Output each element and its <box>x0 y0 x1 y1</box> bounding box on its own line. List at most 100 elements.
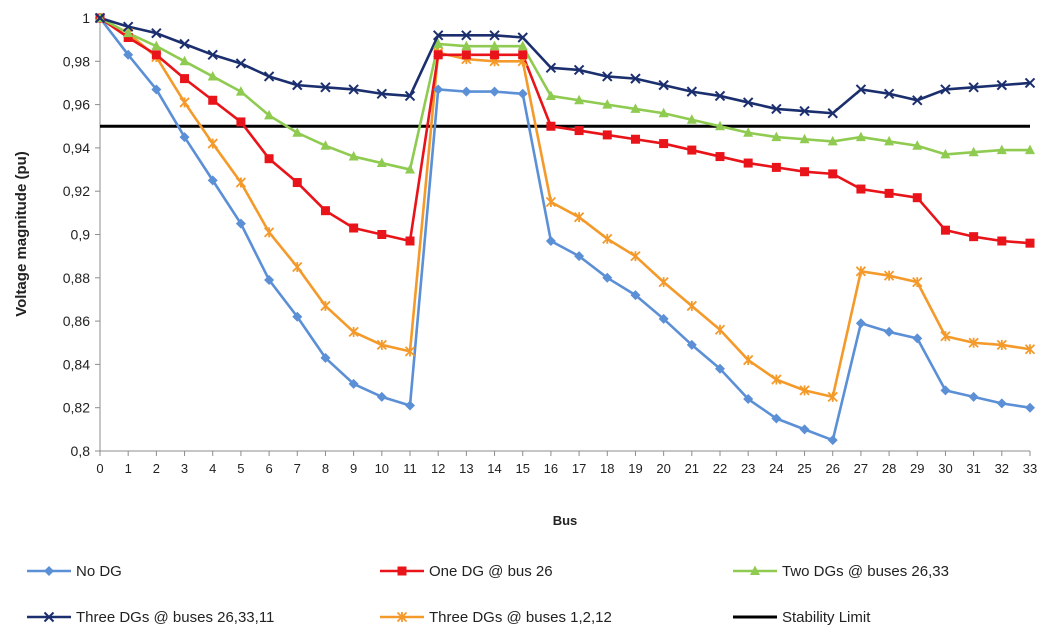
data-point-one-dg-bus-26 <box>687 145 697 155</box>
data-point-two-dgs-buses-26-33 <box>630 103 641 113</box>
x-tick-label: 26 <box>825 461 839 476</box>
data-point-one-dg-bus-26 <box>715 152 725 162</box>
data-point-one-dg-bus-26 <box>659 139 669 149</box>
data-point-three-dgs-buses-26-33-11 <box>658 79 669 91</box>
data-point-three-dgs-buses-1-2-12 <box>207 138 218 149</box>
x-tick-label: 17 <box>572 461 586 476</box>
data-point-three-dgs-buses-1-2-12 <box>630 251 641 262</box>
data-point-three-dgs-buses-26-33-11 <box>630 73 641 84</box>
data-point-no-dg <box>489 86 500 97</box>
x-tick-label: 3 <box>181 461 188 476</box>
data-point-three-dgs-buses-26-33-11 <box>883 88 895 99</box>
data-point-no-dg <box>151 84 162 95</box>
data-point-two-dgs-buses-26-33 <box>884 135 895 146</box>
data-point-three-dgs-buses-1-2-12 <box>235 177 247 188</box>
legend-label: Three DGs @ buses 26,33,11 <box>76 609 274 626</box>
data-point-no-dg <box>715 363 725 374</box>
data-point-two-dgs-buses-26-33 <box>686 114 697 124</box>
data-point-three-dgs-buses-1-2-12 <box>292 261 303 273</box>
data-point-one-dg-bus-26 <box>969 232 979 242</box>
y-tick-label: 0,92 <box>63 183 90 199</box>
data-point-one-dg-bus-26 <box>771 162 781 172</box>
x-tick-label: 9 <box>350 461 357 476</box>
data-point-two-dgs-buses-26-33 <box>940 148 951 159</box>
data-point-no-dg <box>376 391 387 402</box>
legend-label: One DG @ bus 26 <box>429 563 553 580</box>
data-point-two-dgs-buses-26-33 <box>489 40 500 51</box>
legend-marker <box>44 566 54 576</box>
y-axis-title: Voltage magnitude (pu) <box>13 151 30 317</box>
data-point-two-dgs-buses-26-33 <box>1025 144 1035 155</box>
x-tick-label: 20 <box>656 461 670 476</box>
data-point-two-dgs-buses-26-33 <box>348 151 359 161</box>
data-point-two-dgs-buses-26-33 <box>123 27 134 38</box>
x-tick-label: 7 <box>294 461 301 476</box>
axes <box>95 17 1031 456</box>
data-point-three-dgs-buses-26-33-11 <box>1024 77 1036 89</box>
data-point-no-dg <box>348 378 359 389</box>
x-tick-label: 23 <box>741 461 755 476</box>
data-point-no-dg <box>912 333 923 344</box>
x-tick-label: 13 <box>459 461 473 476</box>
data-point-one-dg-bus-26 <box>997 236 1007 246</box>
data-point-three-dgs-buses-1-2-12 <box>1024 344 1036 355</box>
data-point-one-dg-bus-26 <box>630 134 640 144</box>
data-point-no-dg <box>658 313 669 324</box>
y-axis-tick-labels: 0,8 0,82 0,84 0,86 0,88 0,9 0,92 0,94 0,96 0,98 1 <box>63 10 90 459</box>
data-point-three-dgs-buses-26-33-11 <box>376 88 388 99</box>
legend-label: Stability Limit <box>782 609 871 626</box>
data-point-three-dgs-buses-1-2-12 <box>714 324 726 335</box>
x-tick-label: 6 <box>265 461 272 476</box>
data-point-three-dgs-buses-26-33-11 <box>151 27 162 39</box>
data-point-no-dg <box>545 235 556 246</box>
legend-item-stability-limit: Stability Limit <box>733 609 871 626</box>
data-point-no-dg <box>743 394 754 405</box>
legend-item-no-dg: No DG <box>27 563 122 580</box>
data-point-no-dg <box>264 274 275 285</box>
data-point-three-dgs-buses-26-33-11 <box>461 30 472 41</box>
data-point-no-dg <box>884 326 895 337</box>
data-point-one-dg-bus-26 <box>912 193 922 203</box>
data-point-three-dgs-buses-1-2-12 <box>658 276 669 288</box>
data-point-two-dgs-buses-26-33 <box>461 40 472 51</box>
data-point-three-dgs-buses-26-33-11 <box>94 12 106 24</box>
data-point-three-dgs-buses-1-2-12 <box>799 385 810 396</box>
data-point-two-dgs-buses-26-33 <box>771 131 782 142</box>
data-point-three-dgs-buses-26-33-11 <box>404 90 416 102</box>
data-point-no-dg <box>686 339 697 350</box>
data-point-three-dgs-buses-1-2-12 <box>545 196 557 208</box>
data-point-one-dg-bus-26 <box>490 50 500 60</box>
x-tick-label: 27 <box>854 461 868 476</box>
data-point-two-dgs-buses-26-33 <box>602 99 613 109</box>
data-point-no-dg <box>799 424 810 435</box>
data-point-three-dgs-buses-1-2-12 <box>376 339 387 351</box>
data-point-two-dgs-buses-26-33 <box>715 120 725 131</box>
data-point-no-dg <box>123 49 134 60</box>
x-tick-label: 2 <box>153 461 160 476</box>
data-point-three-dgs-buses-1-2-12 <box>348 326 359 338</box>
data-point-two-dgs-buses-26-33 <box>827 135 838 146</box>
data-point-three-dgs-buses-26-33-11 <box>292 79 303 91</box>
data-point-two-dgs-buses-26-33 <box>517 40 528 51</box>
x-tick-label: 1 <box>125 461 132 476</box>
data-point-one-dg-bus-26 <box>405 236 415 246</box>
data-point-two-dgs-buses-26-33 <box>292 127 303 137</box>
data-point-two-dgs-buses-26-33 <box>799 133 810 144</box>
data-point-one-dg-bus-26 <box>546 121 556 131</box>
x-tick-label: 31 <box>966 461 980 476</box>
data-point-one-dg-bus-26 <box>433 50 443 60</box>
x-tick-label: 5 <box>237 461 244 476</box>
data-point-three-dgs-buses-1-2-12 <box>602 233 613 244</box>
data-point-three-dgs-buses-26-33-11 <box>771 103 782 115</box>
data-point-one-dg-bus-26 <box>292 178 302 188</box>
data-point-two-dgs-buses-26-33 <box>743 127 754 137</box>
data-point-no-dg <box>405 400 415 411</box>
data-point-one-dg-bus-26 <box>518 50 528 60</box>
data-point-three-dgs-buses-1-2-12 <box>912 276 923 288</box>
data-point-two-dgs-buses-26-33 <box>855 131 866 142</box>
data-point-three-dgs-buses-26-33-11 <box>122 21 134 32</box>
data-point-one-dg-bus-26 <box>180 74 190 84</box>
data-point-three-dgs-buses-1-2-12 <box>855 266 867 277</box>
data-point-one-dg-bus-26 <box>743 158 753 168</box>
data-point-one-dg-bus-26 <box>828 169 838 179</box>
